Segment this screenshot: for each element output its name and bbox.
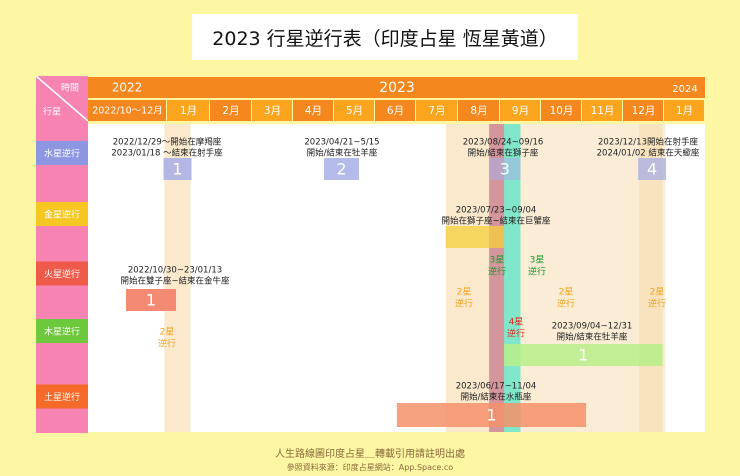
year-label-2023: 2023: [379, 80, 415, 96]
overlap-count-label: 2星: [457, 287, 472, 298]
period-date-label: 2023/12/13開始在射手座: [598, 137, 698, 148]
planet-label: 金星逆行: [44, 209, 80, 221]
period-sign-label: 2024/01/02 結束在天蠍座: [597, 148, 700, 159]
month-header-label: 1月: [676, 105, 693, 117]
retrograde-bar: [638, 158, 667, 180]
footer: 人生路線圖印度占星＿轉載引用請註明出處 參照資料來源：印度占星網站：App.Sp…: [0, 445, 740, 473]
month-header-cell: [88, 100, 166, 121]
retrograde-bar: [163, 158, 192, 180]
month-header-cell: [334, 100, 374, 121]
retrograde-number: 2: [336, 160, 346, 179]
period-sign-label: 2023/01/18 ～結束在射手座: [111, 148, 223, 159]
month-header-cell: [664, 100, 704, 121]
period-band: [504, 124, 663, 432]
overlap-count-label: 逆行: [158, 338, 176, 350]
period-sign-label: 開始/結束在水瓶座: [461, 392, 532, 403]
period-sign-label: 開始/結束在獅子座: [468, 148, 539, 159]
month-header-label: 2月: [222, 105, 239, 117]
period-date-label: 2023/04/21~5/15: [304, 138, 379, 148]
period-date-label: 2023/06/17~11/04: [456, 382, 537, 392]
overlap-count-label: 3星: [490, 255, 505, 266]
year-label-2024: 2024: [672, 84, 697, 95]
overlap-count-label: 逆行: [528, 266, 546, 278]
planet-badge: [36, 384, 88, 409]
period-date-label: 2022/10/30~23/01/13: [128, 266, 222, 276]
retrograde-bar: [445, 226, 505, 248]
retrograde-bar: [126, 289, 176, 311]
month-header-label: 5月: [346, 105, 363, 117]
month-header-label: 4月: [305, 105, 322, 117]
month-header-label: 10月: [550, 105, 574, 117]
header-corner-divider: [35, 75, 89, 122]
month-header-cell: [541, 100, 581, 121]
retrograde-bar: [324, 158, 359, 180]
overlap-count-label: 逆行: [507, 328, 525, 340]
month-header-label: 8月: [470, 105, 487, 117]
month-header-cell: [210, 100, 251, 121]
retrograde-bar: [396, 403, 587, 427]
month-header-label: 6月: [387, 105, 404, 117]
month-header-cell: [623, 100, 663, 121]
period-band-four-planets: [489, 124, 505, 432]
retrograde-number: 4: [647, 160, 657, 179]
month-header-cell: [416, 100, 457, 121]
retrograde-bar: [489, 158, 521, 180]
overlap-count-label: 逆行: [557, 298, 575, 310]
retrograde-number: 1: [578, 346, 588, 365]
month-header-cell: [167, 100, 209, 121]
planet-label: 土星逆行: [44, 391, 80, 403]
month-header-cell: [375, 100, 415, 121]
month-header-cell: [293, 100, 333, 121]
month-header-label: 2022/10～12月: [92, 106, 163, 117]
footer-source: 參照資料來源：印度占星網站：App.Space.co: [286, 463, 454, 472]
month-header-label: 11月: [591, 105, 615, 117]
month-header-cell: [582, 100, 622, 121]
overlap-count-label: 3星: [530, 255, 545, 266]
month-header-label: 9月: [512, 105, 529, 117]
planet-label: 火星逆行: [44, 268, 80, 280]
planet-badge: [36, 261, 88, 286]
planet-badge: [36, 319, 88, 343]
year-band: [88, 77, 705, 98]
overlap-count-label: 2星: [650, 287, 665, 298]
header-corner-time: 時間: [61, 83, 79, 94]
footer-credit: 人生路線圖印度占星＿轉載引用請註明出處: [275, 449, 465, 460]
month-header-cell: [458, 100, 499, 121]
overlap-count-label: 逆行: [488, 266, 506, 278]
retrograde-number: 1: [172, 160, 182, 179]
month-header-label: 12月: [632, 105, 656, 117]
period-sign-label: 開始在獅子座~結束在巨蟹座: [441, 216, 551, 227]
retrograde-bar: [504, 344, 663, 366]
period-sign-label: 開始在雙子座~結束在金牛座: [120, 276, 230, 287]
period-date-label: 2023/09/04~12/31: [552, 322, 633, 332]
retrograde-number: 1: [146, 291, 156, 310]
header-corner-planet: 行星: [43, 106, 61, 118]
retrograde-number: 3: [500, 160, 510, 179]
planet-label: 木星逆行: [44, 326, 80, 338]
planet-badge: [36, 141, 88, 165]
planet-badge: [36, 202, 88, 226]
month-header-label: 1月: [180, 105, 197, 117]
month-header-cell: [500, 100, 540, 121]
overlap-count-label: 逆行: [455, 298, 473, 310]
year-label-2022: 2022: [112, 81, 143, 95]
period-date-label: 2023/07/23~09/04: [456, 206, 537, 216]
chart-title: 2023 行星逆行表（印度占星 恆星黃道）: [192, 14, 578, 60]
overlap-count-label: 2星: [559, 287, 574, 298]
period-date-label: 2023/08/24~09/16: [463, 138, 544, 148]
month-header-label: 3月: [264, 105, 281, 117]
overlap-count-label: 4星: [509, 317, 524, 328]
month-header-label: 7月: [428, 105, 445, 117]
retrograde-number: 1: [486, 406, 496, 425]
overlap-count-label: 逆行: [648, 298, 666, 310]
planet-label: 水星逆行: [44, 148, 80, 160]
period-sign-label: 開始/結束在牡羊座: [307, 148, 378, 159]
month-header-cell: [252, 100, 292, 121]
period-date-label: 2022/12/29～開始在摩羯座: [113, 137, 222, 148]
period-sign-label: 開始/結束在牡羊座: [557, 332, 628, 343]
overlap-count-label: 2星: [160, 327, 175, 338]
